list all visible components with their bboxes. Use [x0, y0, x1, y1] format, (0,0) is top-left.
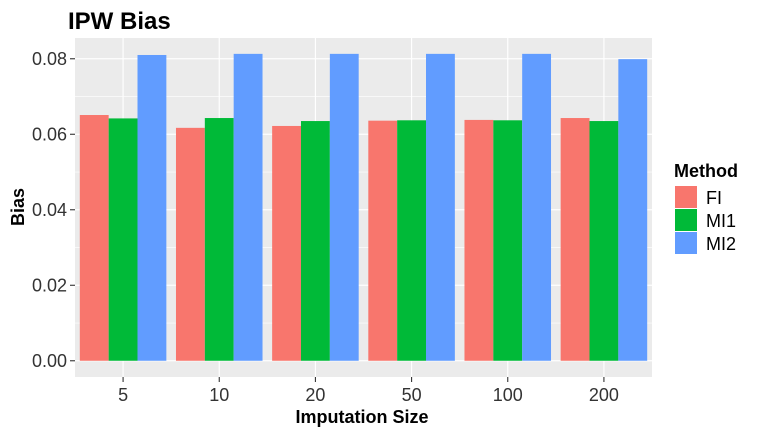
- x-tick-label: 5: [118, 385, 128, 405]
- bar-mi1-10: [204, 118, 234, 361]
- bar-fi-200: [560, 118, 590, 361]
- x-tick-label: 10: [209, 385, 229, 405]
- legend: Method FI MI1 MI2: [674, 161, 738, 254]
- bar-mi1-100: [493, 120, 523, 361]
- bar-mi2-100: [522, 53, 552, 361]
- legend-label-mi2: MI2: [706, 234, 736, 254]
- chart-title: IPW Bias: [68, 8, 171, 35]
- bar-mi2-10: [233, 53, 263, 361]
- legend-key-mi2: [675, 232, 697, 254]
- legend-label-fi: FI: [706, 188, 722, 208]
- y-tick-label: 0.08: [32, 49, 67, 69]
- legend-key-mi1: [675, 209, 697, 231]
- bar-mi1-5: [108, 118, 138, 361]
- x-tick-label: 50: [402, 385, 422, 405]
- y-tick-label: 0.06: [32, 124, 67, 144]
- bar-mi2-5: [137, 54, 167, 361]
- bar-fi-100: [464, 119, 494, 361]
- plot-panel: [75, 38, 652, 377]
- legend-key-fi: [675, 186, 697, 208]
- bar-mi1-50: [397, 120, 427, 361]
- y-axis-title: Bias: [8, 188, 28, 226]
- x-axis: 5 10 20 50 100 200: [118, 377, 619, 405]
- legend-title: Method: [674, 161, 738, 181]
- x-axis-title: Imputation Size: [295, 407, 428, 427]
- x-tick-label: 100: [493, 385, 523, 405]
- bar-mi1-20: [300, 121, 330, 361]
- y-axis: 0.00 0.02 0.04 0.06 0.08: [32, 49, 75, 371]
- y-tick-label: 0.00: [32, 351, 67, 371]
- y-tick-label: 0.04: [32, 200, 67, 220]
- y-tick-label: 0.02: [32, 275, 67, 295]
- bar-mi2-200: [618, 59, 648, 361]
- bar-mi2-50: [426, 53, 455, 361]
- bar-fi-20: [272, 125, 301, 361]
- bar-fi-50: [368, 120, 398, 361]
- bar-mi2-20: [329, 53, 359, 361]
- bar-fi-5: [79, 115, 109, 361]
- x-tick-label: 20: [305, 385, 325, 405]
- legend-label-mi1: MI1: [706, 211, 736, 231]
- bars: [79, 53, 648, 361]
- bar-fi-10: [175, 127, 205, 361]
- x-tick-label: 200: [589, 385, 619, 405]
- bar-mi1-200: [589, 121, 619, 361]
